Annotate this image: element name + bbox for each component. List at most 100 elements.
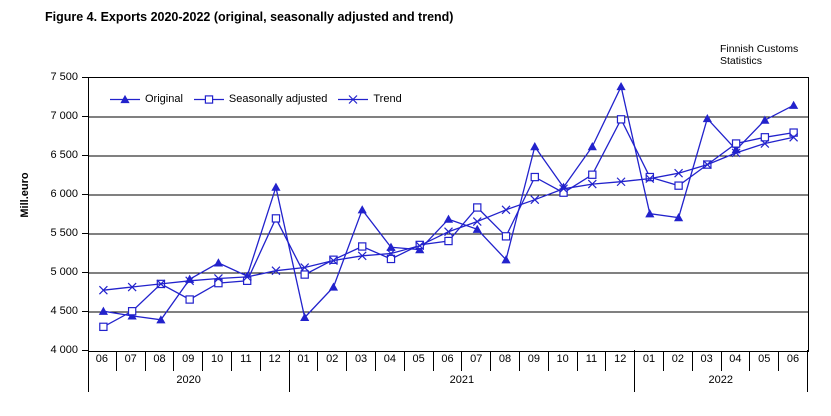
y-tick-label: 5 500	[50, 227, 78, 239]
data-point-marker	[588, 170, 597, 179]
month-label: 11	[578, 351, 607, 371]
month-label: 10	[549, 351, 578, 371]
month-label: 04	[722, 351, 751, 371]
data-point-marker	[645, 209, 655, 218]
y-tick-label: 5 000	[50, 266, 78, 278]
month-label: 01	[290, 351, 319, 371]
data-point-marker	[559, 184, 568, 194]
data-point-marker	[300, 263, 310, 272]
square-marker-icon	[193, 94, 224, 104]
data-point-marker	[329, 256, 338, 265]
legend: Original Seasonally adjusted Trend	[110, 93, 402, 105]
triangle-marker-icon	[110, 94, 140, 103]
data-point-marker	[530, 195, 540, 205]
data-point-marker	[472, 217, 482, 226]
data-point-marker	[789, 128, 798, 137]
month-label: 04	[376, 351, 405, 371]
month-label: 12	[261, 351, 290, 371]
data-point-marker	[530, 142, 540, 151]
data-point-marker	[616, 81, 626, 91]
month-label: 07	[462, 351, 492, 371]
data-point-marker	[645, 172, 655, 182]
data-point-marker	[185, 276, 195, 286]
month-label: 08	[146, 351, 175, 371]
month-label: 03	[347, 351, 376, 371]
y-tick-mark	[82, 194, 88, 195]
data-point-marker	[300, 270, 309, 279]
month-label: 07	[117, 351, 146, 371]
data-point-marker	[357, 205, 367, 214]
data-point-marker	[357, 251, 367, 261]
series-seasonally-adjusted	[99, 115, 798, 332]
data-point-marker	[98, 285, 108, 295]
data-point-marker	[789, 100, 799, 109]
data-point-marker	[501, 232, 511, 241]
legend-marker	[120, 94, 130, 103]
month-label: 06	[786, 353, 800, 365]
y-tick-label: 4 000	[50, 344, 78, 356]
data-point-marker	[702, 160, 712, 170]
data-point-marker	[185, 295, 194, 304]
data-point-marker	[702, 113, 712, 123]
legend-item-trend: Trend	[338, 93, 402, 105]
data-point-marker	[789, 132, 799, 142]
series-trend	[98, 132, 799, 295]
data-point-marker	[645, 174, 655, 184]
data-point-marker	[156, 279, 166, 289]
data-point-marker	[616, 115, 626, 124]
legend-label: Trend	[373, 93, 402, 105]
data-point-marker	[213, 274, 223, 283]
data-point-marker	[587, 179, 597, 189]
data-point-marker	[501, 205, 511, 215]
year-label: 2020	[176, 374, 201, 386]
year-separator-line	[634, 350, 635, 392]
data-point-marker	[271, 182, 281, 191]
month-label: 05	[405, 351, 434, 371]
month-label: 02	[318, 351, 348, 371]
data-point-marker	[358, 242, 367, 251]
data-point-marker	[673, 213, 684, 222]
series-line	[103, 136, 794, 291]
plot-area	[88, 77, 809, 352]
y-tick-mark	[82, 350, 88, 351]
month-label: 08	[491, 351, 520, 371]
source-attribution: Finnish Customs Statistics	[720, 43, 815, 67]
month-label: 03	[693, 351, 722, 371]
data-point-marker	[242, 272, 252, 282]
data-point-marker	[731, 148, 741, 158]
data-point-marker	[214, 278, 223, 288]
month-label: 05	[750, 351, 780, 371]
y-tick-label: 7 000	[50, 110, 78, 122]
data-point-marker	[587, 142, 597, 151]
legend-item-original: Original	[110, 93, 183, 105]
year-separator-line	[289, 350, 290, 392]
month-label: 06	[88, 351, 117, 371]
chart-canvas	[89, 81, 808, 332]
legend-label: Seasonally adjusted	[228, 93, 328, 105]
y-tick-mark	[82, 155, 88, 156]
data-point-marker	[386, 249, 396, 258]
y-tick-mark	[82, 116, 88, 117]
data-point-marker	[242, 276, 252, 285]
data-point-marker	[444, 227, 453, 237]
data-point-marker	[127, 282, 137, 292]
y-tick-label: 4 500	[50, 305, 78, 317]
month-label: 12	[606, 351, 636, 371]
source-line-2: Statistics	[720, 54, 763, 67]
data-point-marker	[99, 322, 108, 332]
data-point-marker	[674, 168, 684, 178]
data-point-marker	[760, 139, 770, 148]
data-point-marker	[731, 139, 741, 148]
month-label: 06	[434, 351, 463, 371]
y-tick-mark	[82, 77, 88, 78]
year-label: 2021	[449, 374, 475, 386]
data-point-marker	[386, 254, 396, 264]
legend-item-seasonally-adjusted: Seasonally adjusted	[193, 93, 328, 105]
y-tick-mark	[82, 311, 88, 312]
month-label: 09	[520, 351, 549, 371]
data-point-marker	[386, 242, 396, 251]
data-point-marker	[127, 307, 137, 316]
data-point-marker	[473, 203, 482, 212]
month-label: 02	[664, 351, 693, 371]
